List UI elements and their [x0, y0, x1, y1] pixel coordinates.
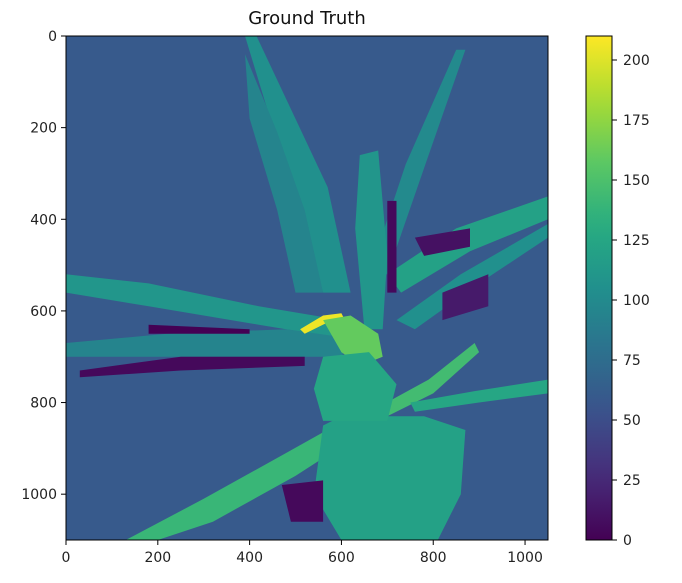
colorbar-tick-label: 100: [623, 293, 650, 309]
heatmap-region-lower-diagonal-leaf: [125, 411, 374, 540]
heatmap-region-dark-blob-lower: [281, 480, 324, 522]
y-tick-label: 800: [30, 396, 57, 412]
heatmap-regions: [66, 36, 548, 540]
x-axis: 0 200 400 600 800 1000: [62, 540, 543, 566]
heatmap-region-dark-stripe-1: [387, 200, 397, 293]
heatmap-plot: [65, 35, 549, 541]
colorbar-tick-label: 50: [623, 413, 641, 429]
heatmap-region-dark-blob-right: [442, 274, 489, 321]
x-tick-label: 600: [328, 550, 355, 566]
chart-title: Ground Truth: [248, 8, 366, 29]
y-tick-label: 1000: [21, 487, 57, 503]
colorbar-tick-label: 125: [623, 233, 650, 249]
colorbar-tick-label: 175: [623, 113, 650, 129]
heatmap-region-left-leaf: [66, 274, 342, 339]
heatmap-region-dark-stripe-2: [414, 228, 470, 256]
x-tick-label: 200: [144, 550, 171, 566]
heatmap-region-stem-mass: [313, 352, 397, 421]
x-tick-label: 400: [236, 550, 263, 566]
colorbar-bar: [585, 35, 613, 541]
colorbar: 0 25 50 75 100 125 150 175 200: [585, 35, 650, 549]
heatmap-region-left-upright-leaf: [245, 54, 324, 293]
heatmap-region-center-leaf: [355, 150, 388, 330]
y-tick-label: 400: [30, 212, 57, 228]
colorbar-tick-label: 150: [623, 173, 650, 189]
y-axis: 0 200 400 600 800 1000: [21, 29, 66, 503]
y-tick-label: 0: [48, 29, 57, 45]
heatmap-region-upper-left-leaf: [245, 36, 351, 293]
colorbar-tick-label: 200: [623, 53, 650, 69]
colorbar-ticks: 0 25 50 75 100 125 150 175 200: [612, 53, 650, 549]
colorbar-tick-label: 25: [623, 473, 641, 489]
plot-frame: [65, 35, 549, 541]
heatmap-region-right-lower-leaf: [378, 343, 480, 417]
heatmap-region-dark-stripe-4: [148, 324, 250, 334]
heatmap-region-lower-right-leaf: [410, 379, 548, 412]
colorbar-tick-label: 75: [623, 353, 641, 369]
heatmap-region-lower-left-leaf: [66, 329, 351, 357]
y-tick-label: 200: [30, 121, 57, 137]
heatmap-region-dark-stripe-3: [79, 356, 305, 378]
colorbar-tick-label: 0: [623, 533, 632, 549]
heatmap-region-right-mid-leaf: [396, 223, 548, 330]
x-tick-label: 1000: [507, 550, 543, 566]
heatmap-region-pot: [313, 416, 466, 540]
x-tick-label: 800: [420, 550, 447, 566]
x-tick-label: 0: [62, 550, 71, 566]
y-tick-label: 600: [30, 304, 57, 320]
